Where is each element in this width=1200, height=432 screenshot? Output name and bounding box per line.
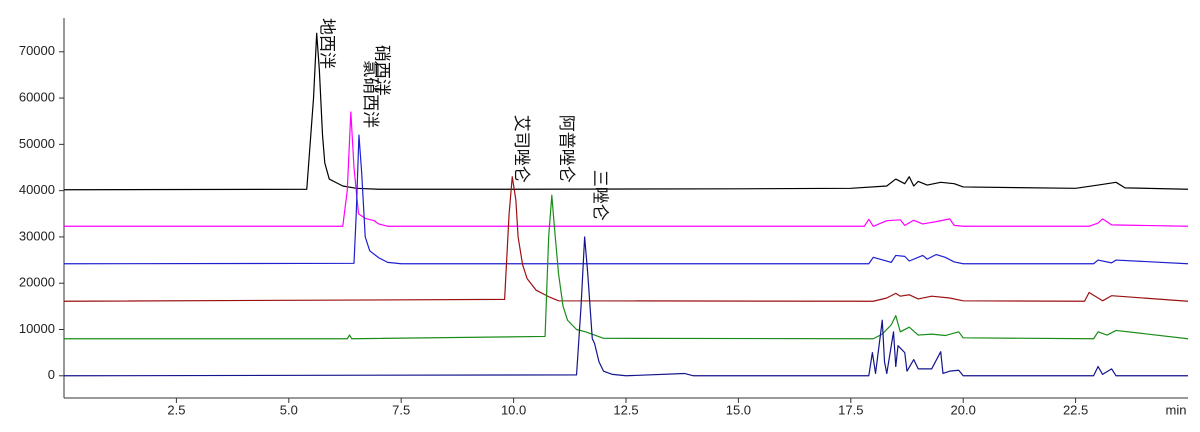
x-tick-label: 17.5 bbox=[838, 402, 863, 417]
y-tick-label: 40000 bbox=[19, 182, 55, 197]
y-tick-label: 60000 bbox=[19, 90, 55, 105]
x-tick-label: 2.5 bbox=[167, 402, 185, 417]
trace-line bbox=[63, 176, 1189, 302]
trace-line bbox=[63, 236, 1188, 377]
y-tick-label: 10000 bbox=[19, 321, 55, 336]
x-tick-label: 10.0 bbox=[501, 402, 526, 417]
trace-line bbox=[64, 194, 1189, 340]
x-tick-label: 12.5 bbox=[613, 402, 638, 417]
peak-label: 地西泮 bbox=[317, 18, 337, 69]
x-tick-label: 22.5 bbox=[1063, 402, 1088, 417]
y-tick-label: 70000 bbox=[19, 43, 55, 58]
peak-label: 艾司唑仑 bbox=[511, 115, 531, 183]
x-axis-label: min bbox=[1166, 402, 1187, 417]
y-tick-label: 20000 bbox=[19, 275, 55, 290]
trace-line bbox=[63, 32, 1189, 191]
peak-label: 三唑仑 bbox=[590, 170, 610, 221]
x-tick-label: 7.5 bbox=[392, 402, 410, 417]
peak-label: 氯硝西泮 bbox=[360, 60, 380, 128]
x-tick-label: 15.0 bbox=[726, 402, 751, 417]
y-tick-label: 50000 bbox=[19, 136, 55, 151]
y-tick-label: 30000 bbox=[19, 228, 55, 243]
peak-label: 阿普唑仑 bbox=[556, 115, 576, 183]
trace-line bbox=[63, 134, 1189, 265]
peak-label: 硝西泮 bbox=[371, 45, 391, 96]
trace-line bbox=[64, 111, 1189, 227]
y-tick-label: 0 bbox=[48, 367, 55, 382]
x-tick-label: 5.0 bbox=[280, 402, 298, 417]
x-tick-label: 20.0 bbox=[951, 402, 976, 417]
